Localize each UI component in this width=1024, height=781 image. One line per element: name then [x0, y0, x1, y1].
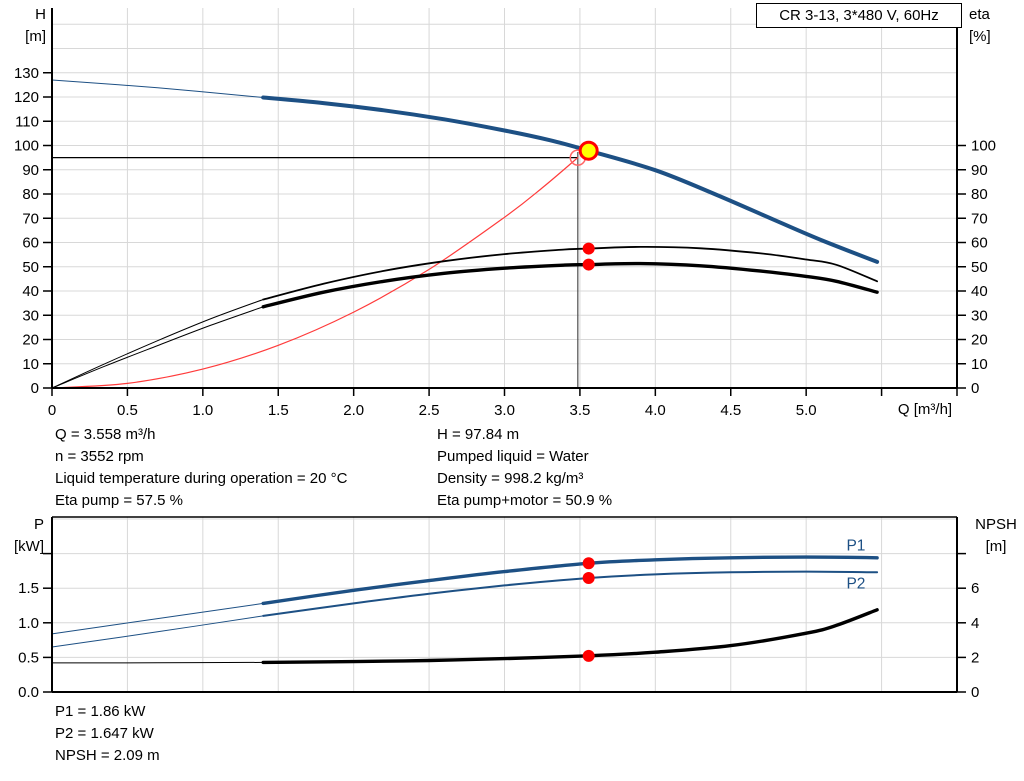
chart-title-box: CR 3-13, 3*480 V, 60Hz [756, 3, 962, 28]
h-tick-label: 0 [31, 380, 39, 397]
axis-title-npsh-unit: [m] [985, 538, 1007, 555]
q-tick-label: 0 [48, 402, 56, 419]
q-tick-label: 2.5 [419, 402, 440, 419]
info-line: Liquid temperature during operation = 20… [55, 470, 348, 487]
p1-operating-dot-marker [582, 557, 595, 570]
p-tick-label: 0.5 [18, 649, 39, 666]
info-line: Eta pump+motor = 50.9 % [437, 492, 613, 509]
h-tick-label: 50 [22, 259, 39, 276]
p2-operating-dot-marker [582, 572, 595, 585]
axis-title-kw-unit: [kW] [14, 538, 44, 555]
eta-tick-label: 100 [971, 138, 996, 155]
npsh-tick-label: 0 [971, 684, 979, 701]
q-tick-label: 3.5 [569, 402, 590, 419]
axis-title-p: P [33, 516, 44, 533]
p-tick-label: 0.0 [18, 684, 39, 701]
bottom-right-axis-title: NPSH [m] [968, 514, 1024, 558]
eta-tick-label: 10 [971, 356, 988, 373]
eta-tick-label: 40 [971, 283, 988, 300]
p2-curve-extension [51, 615, 264, 648]
h-tick-label: 60 [22, 235, 39, 252]
h-tick-label: 100 [14, 138, 39, 155]
h-tick-label: 30 [22, 307, 39, 324]
info-line: Q = 3.558 m³/h [55, 426, 156, 443]
eta-tick-label: 50 [971, 259, 988, 276]
h-tick-label: 20 [22, 332, 39, 349]
info-line: Pumped liquid = Water [437, 448, 589, 465]
power-npsh-results: P1 = 1.86 kW P2 = 1.647 kW NPSH = 2.09 m [55, 701, 160, 767]
npsh-operating-dot-marker [582, 649, 595, 662]
p2-curve-label: P2 [846, 575, 865, 592]
system-curve [51, 157, 579, 389]
eta-tick-label: 90 [971, 162, 988, 179]
npsh-curve [261, 608, 879, 665]
info-line: P2 = 1.647 kW [55, 725, 154, 742]
q-tick-label: 2.0 [343, 402, 364, 419]
eta-tick-label: 0 [971, 380, 979, 397]
eta-pump-motor-operating-dot-marker [582, 258, 595, 271]
info-line: H = 97.84 m [437, 426, 520, 443]
h-tick-label: 80 [22, 186, 39, 203]
axis-title-eta: eta [969, 6, 990, 23]
p1-curve-label: P1 [846, 537, 865, 554]
info-line: n = 3552 rpm [55, 448, 144, 465]
info-line: P1 = 1.86 kW [55, 703, 146, 720]
bottom-left-axis-title: P [kW] [0, 514, 44, 558]
h-tick-label: 120 [14, 89, 39, 106]
eta-tick-label: 20 [971, 332, 988, 349]
p2-curve [262, 570, 879, 617]
p-tick-label: 1.0 [18, 615, 39, 632]
q-tick-label: 1.0 [192, 402, 213, 419]
axis-title-eta-unit: [%] [969, 28, 991, 45]
info-line: Density = 998.2 kg/m³ [437, 470, 584, 487]
axis-title-npsh: NPSH [975, 516, 1017, 533]
q-tick-label: 0.5 [117, 402, 138, 419]
eta-pump-curve-extension [51, 299, 264, 389]
npsh-tick-label: 6 [971, 580, 979, 597]
npsh-curve-extension [51, 661, 264, 664]
p-tick-label: 1.5 [18, 580, 39, 597]
axis-title-h: H [35, 6, 46, 23]
eta-tick-label: 70 [971, 210, 988, 227]
qh-eta-chart: 0 10 20 30 40 50 60 70 80 90 100 110 120 130 0 10 20 30 40… [14, 8, 996, 419]
power-npsh-chart: P1 P2 0.0 0.5 1.0 1.5 0 2 4 6 [18, 516, 979, 701]
q-tick-label: 4.0 [645, 402, 666, 419]
eta-pump-operating-dot-marker [582, 242, 595, 255]
eta-tick-label: 30 [971, 307, 988, 324]
h-tick-label: 110 [15, 113, 39, 130]
h-tick-label: 70 [22, 210, 39, 227]
eta-pump-motor-curve-extension [51, 306, 264, 389]
q-tick-label: 1.5 [268, 402, 289, 419]
operating-data-left-column: Q = 3.558 m³/h n = 3552 rpm Liquid tempera… [55, 424, 347, 512]
eta-pump-motor-curve [261, 261, 879, 309]
h-tick-label: 40 [22, 283, 39, 300]
eta-tick-label: 80 [971, 186, 988, 203]
axis-title-m-unit: [m] [25, 28, 46, 45]
q-tick-label: 4.5 [720, 402, 741, 419]
q-tick-label: 5.0 [796, 402, 817, 419]
p1-curve-extension [51, 602, 264, 635]
npsh-tick-label: 2 [971, 649, 979, 666]
top-right-axis-title: eta [%] [969, 4, 1024, 48]
info-line: NPSH = 2.09 m [55, 747, 160, 764]
operating-point-marker [578, 140, 599, 161]
npsh-tick-label: 4 [971, 615, 979, 632]
operating-data-right-column: H = 97.84 m Pumped liquid = Water Density … [437, 424, 612, 512]
x-axis-title: Q [m³/h] [897, 401, 953, 418]
qh-curve [261, 95, 880, 264]
h-tick-label: 90 [22, 162, 39, 179]
h-tick-label: 10 [22, 356, 39, 373]
eta-tick-label: 60 [971, 235, 988, 252]
q-tick-label: 3.0 [494, 402, 515, 419]
info-line: Eta pump = 57.5 % [55, 492, 183, 509]
qh-curve-extension [51, 79, 264, 98]
h-tick-label: 130 [14, 65, 39, 82]
top-left-axis-title: H [m] [0, 4, 46, 48]
